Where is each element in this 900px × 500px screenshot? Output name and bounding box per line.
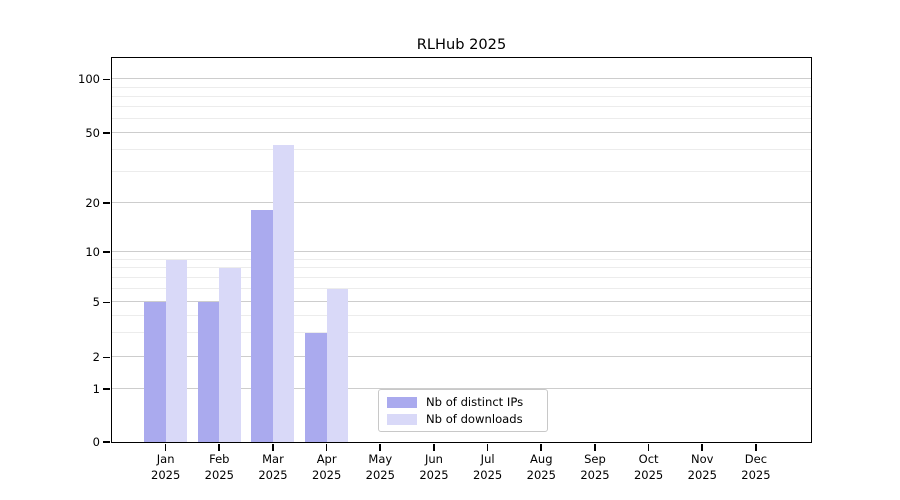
y-tick-label: 10 [85,244,100,259]
y-tick-label: 20 [85,195,100,210]
y-tick-mark [103,251,110,253]
major-gridline [112,132,811,134]
x-tick-mark [218,444,221,451]
minor-gridline [112,171,811,173]
x-tick-label: Jul 2025 [472,452,503,482]
bar-downloads [165,259,188,442]
minor-gridline [112,86,811,88]
y-tick-label: 50 [85,126,100,141]
legend-label-distinct-ips: Nb of distinct IPs [426,395,524,409]
x-tick-label: May 2025 [365,452,395,482]
y-tick-mark [103,388,110,391]
x-tick-label: Dec 2025 [741,452,771,482]
major-gridline [112,78,811,80]
x-tick-mark [272,444,274,451]
major-gridline [112,388,811,390]
y-tick-mark [103,202,110,204]
legend-swatch-distinct-ips [387,396,417,408]
major-gridline [112,201,811,203]
x-tick-label: Jun 2025 [419,452,449,482]
x-tick-mark [594,444,596,451]
chart-title: RLHub 2025 [416,36,507,53]
minor-gridline [112,288,811,290]
x-tick-mark [164,444,167,451]
y-tick-mark [103,301,110,304]
minor-gridline [112,314,811,316]
x-tick-mark [540,444,543,451]
bar-distinct-ips [197,302,220,442]
minor-gridline [112,149,811,151]
legend-entry-distinct-ips: Nb of distinct IPs [387,395,539,409]
y-tick-label: 2 [92,350,100,365]
bar-distinct-ips [144,302,166,442]
minor-gridline [112,118,811,120]
x-tick-mark [486,444,489,451]
x-tick-label: Feb 2025 [204,452,234,482]
minor-gridline [112,267,811,269]
y-tick-mark [103,78,110,81]
bar-downloads [272,144,295,442]
x-tick-label: Sep 2025 [580,452,610,482]
x-tick-mark [325,444,328,451]
x-tick-mark [379,444,382,451]
y-tick-label: 100 [78,72,100,87]
x-tick-mark [755,444,757,451]
y-tick-mark [103,441,110,443]
major-gridline [112,356,811,358]
y-tick-label: 1 [92,382,100,397]
x-tick-label: Oct 2025 [633,452,664,482]
y-tick-label: 0 [92,435,100,449]
x-tick-mark [433,444,435,451]
major-gridline [112,301,811,303]
minor-gridline [112,332,811,334]
x-tick-label: Aug 2025 [526,452,556,482]
legend: Nb of distinct IPs Nb of downloads [378,389,548,432]
plot-area: 0 1 2 5 10 20 50 100 Jan 2025 Feb 2025 Mar 2025 Apr… [78,57,812,482]
x-tick-label: Jan 2025 [151,452,181,482]
minor-gridline [112,106,811,108]
y-tick-label: 5 [92,295,100,310]
x-tick-label: Apr 2025 [312,452,342,482]
bar-downloads [326,289,349,442]
x-tick-mark [701,444,704,451]
x-tick-mark [647,444,650,451]
x-tick-label: Mar 2025 [258,452,288,482]
legend-label-downloads: Nb of downloads [426,412,523,426]
y-tick-mark [103,132,110,135]
minor-gridline [112,276,811,278]
minor-gridline [112,258,811,260]
major-gridline [112,250,811,252]
minor-gridline [112,95,811,97]
legend-swatch-downloads [387,413,417,425]
x-tick-label: Nov 2025 [687,452,717,482]
y-tick-mark [103,356,110,359]
bar-distinct-ips [251,210,273,442]
bar-distinct-ips [305,333,327,442]
legend-entry-downloads: Nb of downloads [387,412,539,426]
bar-downloads [219,268,241,442]
